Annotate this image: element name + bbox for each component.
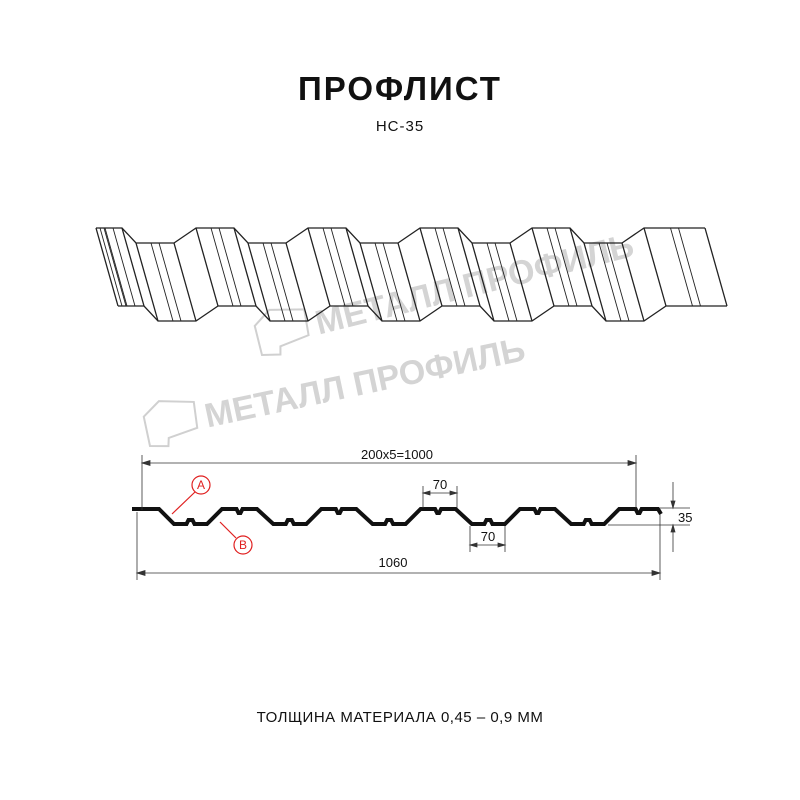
sheet-edge-line [103,227,127,307]
height-label: 35 [678,510,692,525]
model-subtitle: НС-35 [375,118,425,135]
sheet-top-edge [96,227,705,244]
sheet-fold-line [569,227,593,307]
sheet-stiffener-line [112,227,136,307]
sheet-fold-line [621,242,645,322]
sheet-fold-line [509,242,533,322]
sheet-fold-line [195,227,219,307]
sheet-stiffener-line [486,242,510,322]
sheet-fold-line [121,227,145,307]
sheet-fold-line [704,227,728,307]
svg-text:МЕТАЛЛ ПРОФИЛЬ: МЕТАЛЛ ПРОФИЛЬ [201,330,528,435]
sheet-stiffener-line [218,227,242,307]
sheet-stiffener-line [150,242,174,322]
sheet-stiffener-line [382,242,406,322]
sheet-stiffener-line [270,242,294,322]
sheet-stiffener-line [330,227,354,307]
bottom-flat-label: 70 [481,529,495,544]
sheet-fold-line [95,227,119,307]
sheet-fold-line [233,227,257,307]
sheet-edge-line [99,227,123,307]
sheet-fold-line [457,227,481,307]
sheet-stiffener-line [678,227,701,307]
watermark-upper: МЕТАЛЛ ПРОФИЛЬ [253,227,638,357]
sheet-fold-line [419,227,443,307]
sheet-stiffener-line [434,227,458,307]
sheet-fold-line [307,227,331,307]
sheet-fold-line [285,242,309,322]
sheet-fold-line [345,227,369,307]
sheet-stiffener-line [606,242,630,322]
sheet-stiffener-line [104,227,128,307]
sheet-fold-line [471,242,495,322]
sheet-stiffener-line [494,242,518,322]
sheet-stiffener-line [442,227,466,307]
profile-line [132,507,663,526]
sheet-fold-line [247,242,271,322]
page-title: ПРОФЛИСТ [298,70,502,107]
callout-a-label: A [197,478,205,492]
sheet-fold-line [135,242,159,322]
callout-a-circle [191,475,211,495]
sheet-stiffener-line [598,242,622,322]
sheet-stiffener-line [670,227,693,307]
watermark-lower: МЕТАЛЛ ПРОФИЛЬ [142,330,529,448]
sheet-bottom-edge [118,305,727,322]
callout-b-label: B [239,538,247,552]
sheet-fold-line [583,242,607,322]
sheet-fold-line [643,227,667,307]
top-flat-label: 70 [433,477,447,492]
sheet-fold-line [173,242,197,322]
sheet-stiffener-line [554,227,578,307]
cross-section-profile [132,507,663,526]
sheet-stiffener-line [322,227,346,307]
sheet-fold-line [397,242,421,322]
pitch-label: 200x5=1000 [361,447,433,462]
sheet-stiffener-line [374,242,398,322]
total-width-label: 1060 [379,555,408,570]
sheet-fold-line [531,227,555,307]
sheet-stiffener-line [262,242,286,322]
sheet-stiffener-line [158,242,182,322]
material-thickness-note: ТОЛЩИНА МАТЕРИАЛА 0,45 – 0,9 ММ [256,709,544,726]
sheet-stiffener-line [210,227,234,307]
sheet-stiffener-line [546,227,570,307]
sheet-perspective-view [95,227,728,322]
sheet-fold-line [359,242,383,322]
callout-b-circle [233,535,253,555]
